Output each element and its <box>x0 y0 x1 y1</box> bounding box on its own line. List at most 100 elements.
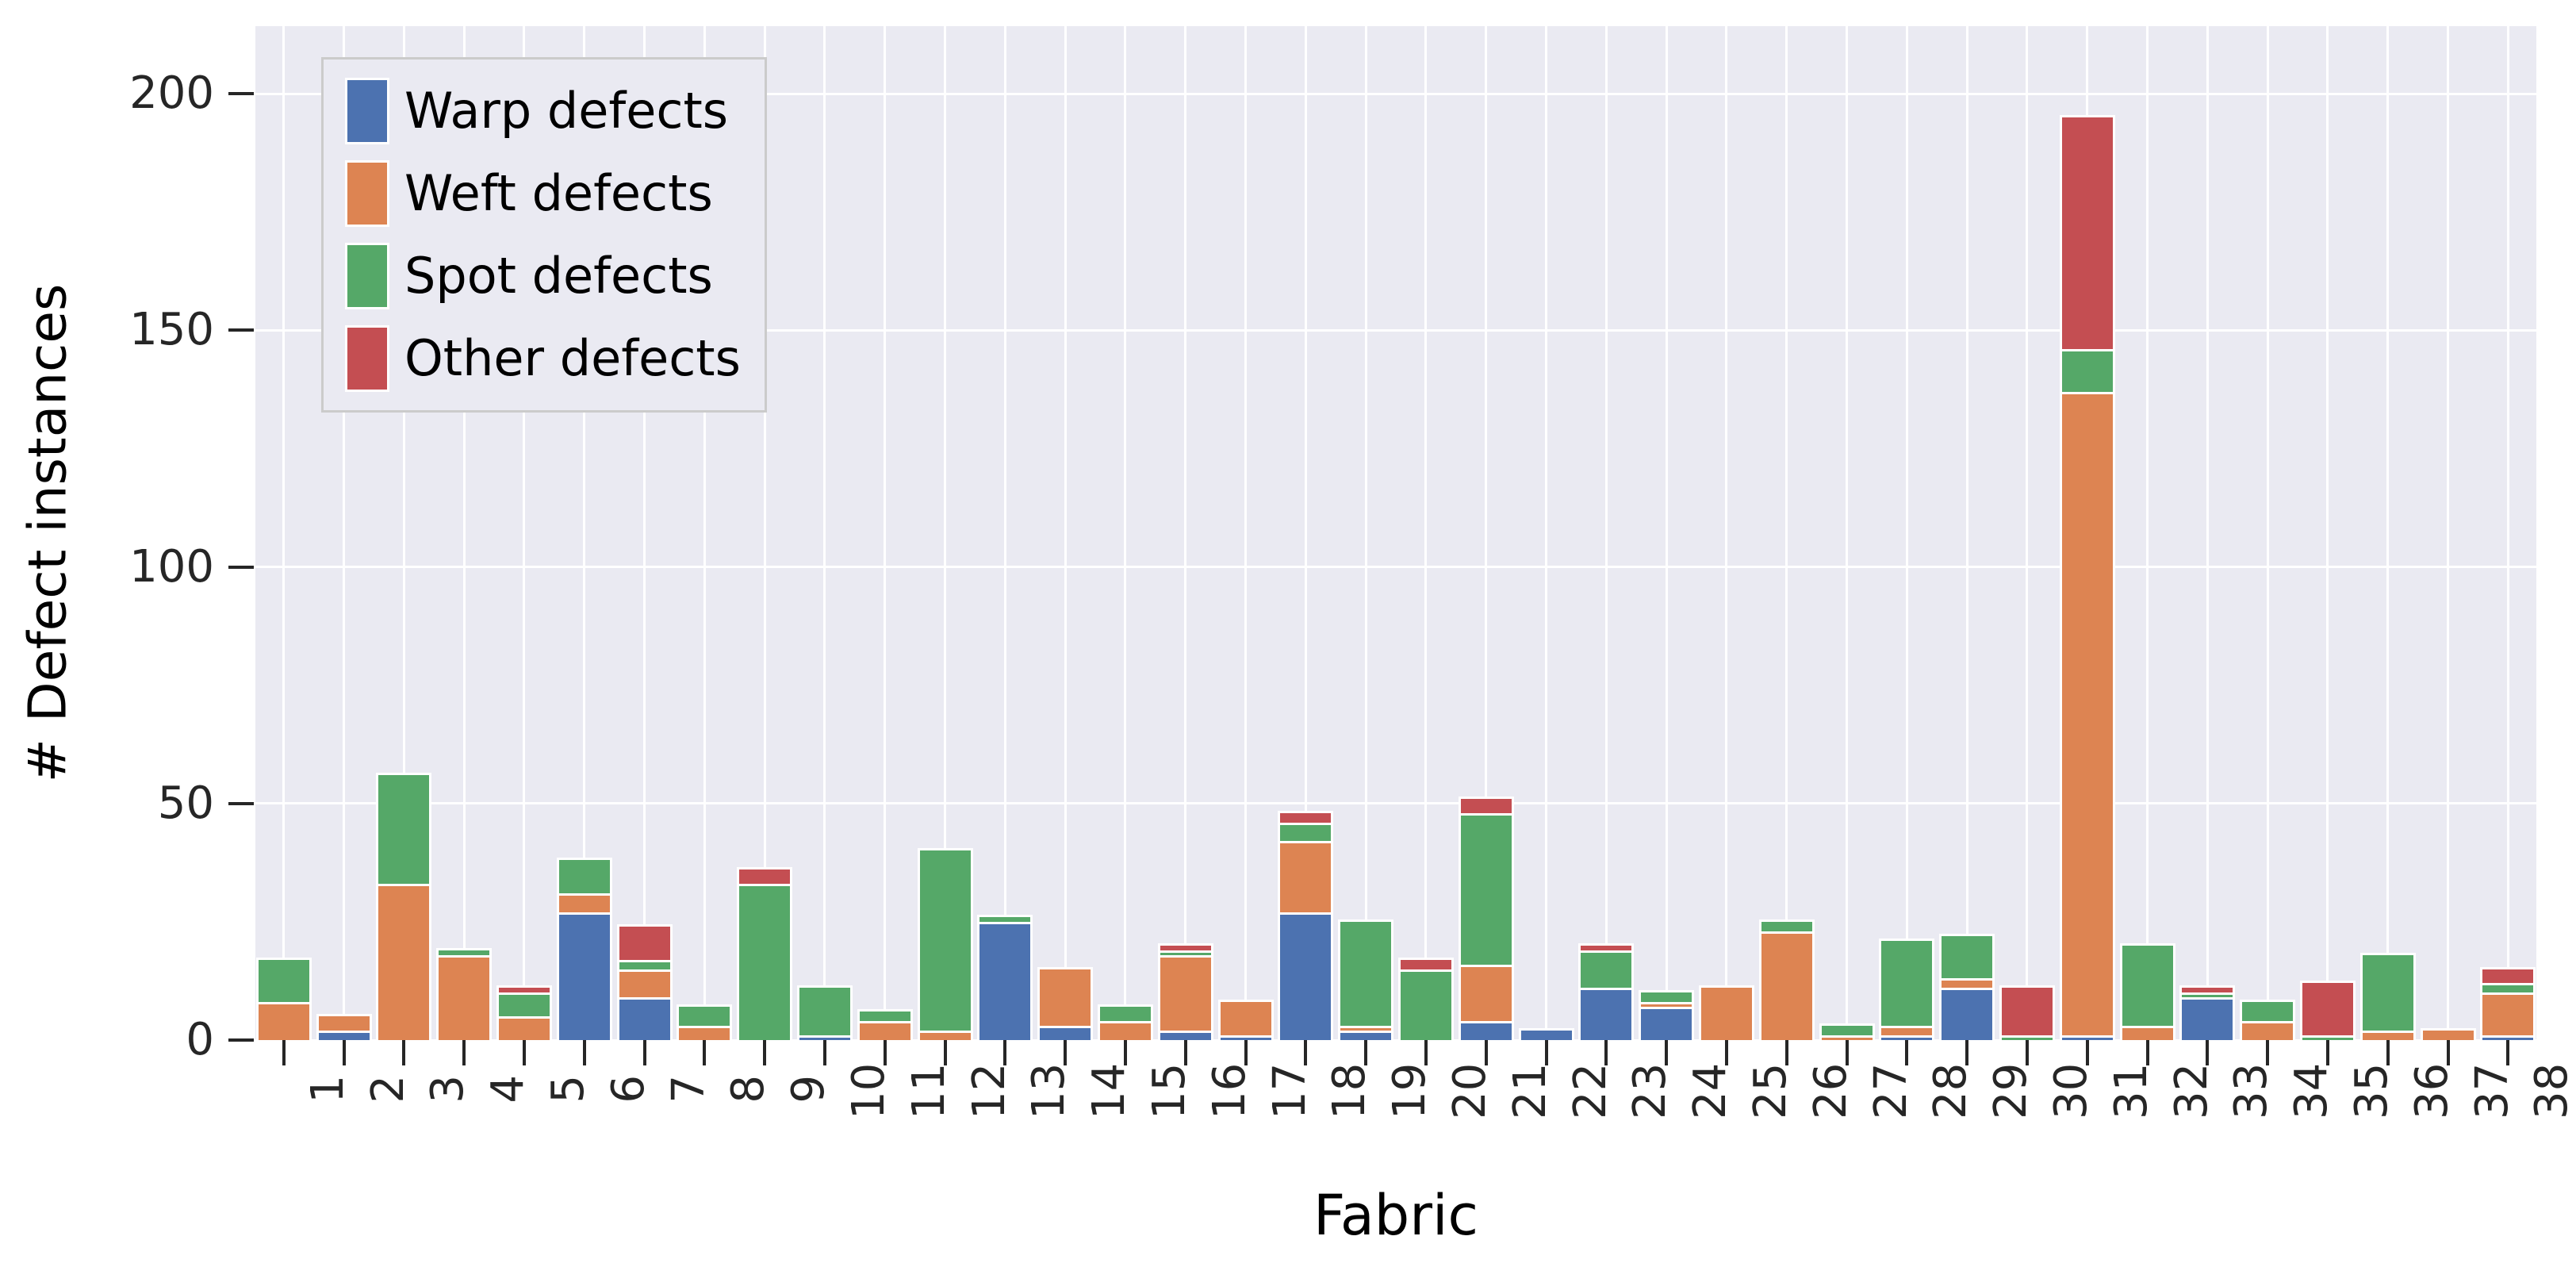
gridline-vertical <box>643 26 646 1040</box>
bar-segment-other-fabric-31 <box>2061 117 2113 350</box>
bar-segment-spot-fabric-34 <box>2242 1002 2294 1022</box>
x-tick-mark <box>2325 1040 2329 1065</box>
x-tick-label: 14 <box>1083 1062 1136 1119</box>
bar-segment-warp-fabric-10 <box>799 1035 850 1040</box>
bar-segment-warp-fabric-14 <box>1040 1026 1091 1040</box>
y-tick-mark <box>228 565 254 569</box>
gridline-vertical <box>1485 26 1488 1040</box>
y-axis-label: # Defect instances <box>17 283 79 783</box>
x-tick-mark <box>1544 1040 1548 1065</box>
bar-segment-weft-fabric-28 <box>1881 1026 1933 1036</box>
gridline-vertical <box>1003 26 1006 1040</box>
gridline-vertical <box>1364 26 1367 1040</box>
x-tick-label: 13 <box>1023 1062 1075 1119</box>
gridline-vertical <box>462 26 466 1040</box>
y-tick-mark <box>228 92 254 95</box>
bar-segment-weft-fabric-25 <box>1700 988 1752 1040</box>
x-tick-label: 17 <box>1263 1062 1316 1119</box>
gridline-vertical <box>1785 26 1788 1040</box>
x-tick-mark <box>462 1040 466 1065</box>
bar-segment-other-fabric-33 <box>2182 988 2233 993</box>
y-tick-label: 100 <box>129 540 214 593</box>
x-tick-mark <box>1665 1040 1669 1065</box>
x-tick-label: 33 <box>2225 1062 2278 1119</box>
bar-segment-spot-fabric-26 <box>1761 921 1812 931</box>
x-tick-label: 1 <box>301 1075 354 1104</box>
x-tick-mark <box>1244 1040 1248 1065</box>
bar-segment-other-fabric-18 <box>1280 812 1332 823</box>
x-tick-label: 22 <box>1564 1062 1616 1119</box>
bar-segment-other-fabric-9 <box>739 870 791 885</box>
gridline-vertical <box>1124 26 1127 1040</box>
bar-segment-warp-fabric-16 <box>1160 1031 1211 1040</box>
gridline-vertical <box>2506 26 2509 1040</box>
x-tick-mark <box>1845 1040 1849 1065</box>
x-tick-label: 3 <box>422 1075 474 1104</box>
x-tick-label: 24 <box>1685 1062 1737 1119</box>
bar-segment-weft-fabric-24 <box>1641 1002 1692 1008</box>
bar-segment-warp-fabric-24 <box>1641 1007 1692 1040</box>
gridline-vertical <box>2146 26 2149 1040</box>
x-tick-mark <box>402 1040 406 1065</box>
x-tick-label: 27 <box>1865 1062 1917 1119</box>
x-tick-label: 12 <box>963 1062 1015 1119</box>
gridline-vertical <box>1665 26 1668 1040</box>
bar-segment-weft-fabric-37 <box>2422 1031 2474 1040</box>
x-tick-mark <box>342 1040 346 1065</box>
bar-segment-spot-fabric-12 <box>919 850 971 1031</box>
x-tick-mark <box>2206 1040 2210 1065</box>
bar-segment-spot-fabric-15 <box>1099 1007 1151 1022</box>
x-tick-label: 36 <box>2405 1062 2458 1119</box>
bar-segment-spot-fabric-1 <box>258 959 309 1003</box>
x-tick-mark <box>2145 1040 2149 1065</box>
gridline-vertical <box>1064 26 1067 1040</box>
bar-segment-warp-fabric-29 <box>1942 988 1993 1040</box>
bar-segment-weft-fabric-17 <box>1220 1002 1271 1036</box>
gridline-vertical <box>2266 26 2269 1040</box>
x-tick-label: 16 <box>1203 1062 1255 1119</box>
bar-segment-other-fabric-7 <box>619 926 670 960</box>
gridline-vertical <box>763 26 766 1040</box>
x-tick-label: 11 <box>903 1062 955 1119</box>
bar-segment-warp-fabric-7 <box>619 997 670 1040</box>
bar-segment-other-fabric-16 <box>1160 945 1211 950</box>
gridline-vertical <box>523 26 526 1040</box>
bar-segment-weft-fabric-38 <box>2482 992 2534 1036</box>
gridline-vertical <box>1424 26 1428 1040</box>
bar-segment-weft-fabric-29 <box>1942 978 1993 989</box>
bar-segment-other-fabric-20 <box>1400 959 1451 969</box>
bar-segment-spot-fabric-9 <box>739 884 791 1040</box>
gridline-vertical <box>1244 26 1247 1040</box>
gridline-horizontal <box>255 1038 2536 1042</box>
bar-segment-weft-fabric-34 <box>2242 1021 2294 1040</box>
bar-segment-spot-fabric-20 <box>1400 969 1451 1040</box>
bar-segment-other-fabric-30 <box>2001 988 2053 1036</box>
bar-segment-warp-fabric-22 <box>1520 1031 1572 1040</box>
legend-label: Other defects <box>404 329 741 387</box>
gridline-vertical <box>2386 26 2390 1040</box>
gridline-vertical <box>944 26 946 1040</box>
bar-segment-spot-fabric-8 <box>679 1007 730 1027</box>
bar-segment-weft-fabric-3 <box>378 884 430 1040</box>
x-tick-label: 9 <box>783 1075 835 1104</box>
x-tick-label: 21 <box>1504 1062 1556 1119</box>
gridline-horizontal <box>255 92 2536 95</box>
bar-segment-spot-fabric-16 <box>1160 950 1211 955</box>
gridline-horizontal <box>255 566 2536 568</box>
x-tick-label: 38 <box>2526 1062 2576 1119</box>
bar-segment-other-fabric-38 <box>2482 969 2534 984</box>
bar-segment-other-fabric-35 <box>2302 983 2353 1036</box>
bar-segment-other-fabric-21 <box>1460 798 1512 813</box>
bar-segment-weft-fabric-14 <box>1040 969 1091 1027</box>
y-tick-label: 50 <box>157 777 214 829</box>
bar-segment-other-fabric-23 <box>1581 945 1632 950</box>
bar-segment-weft-fabric-31 <box>2061 391 2113 1036</box>
bar-segment-weft-fabric-8 <box>679 1026 730 1040</box>
x-tick-mark <box>1304 1040 1308 1065</box>
gridline-vertical <box>282 26 286 1040</box>
gridline-vertical <box>1846 26 1848 1040</box>
bar-segment-weft-fabric-11 <box>859 1021 910 1040</box>
bar-segment-warp-fabric-38 <box>2482 1035 2534 1040</box>
bar-segment-spot-fabric-13 <box>979 916 1031 922</box>
gridline-horizontal <box>255 328 2536 332</box>
